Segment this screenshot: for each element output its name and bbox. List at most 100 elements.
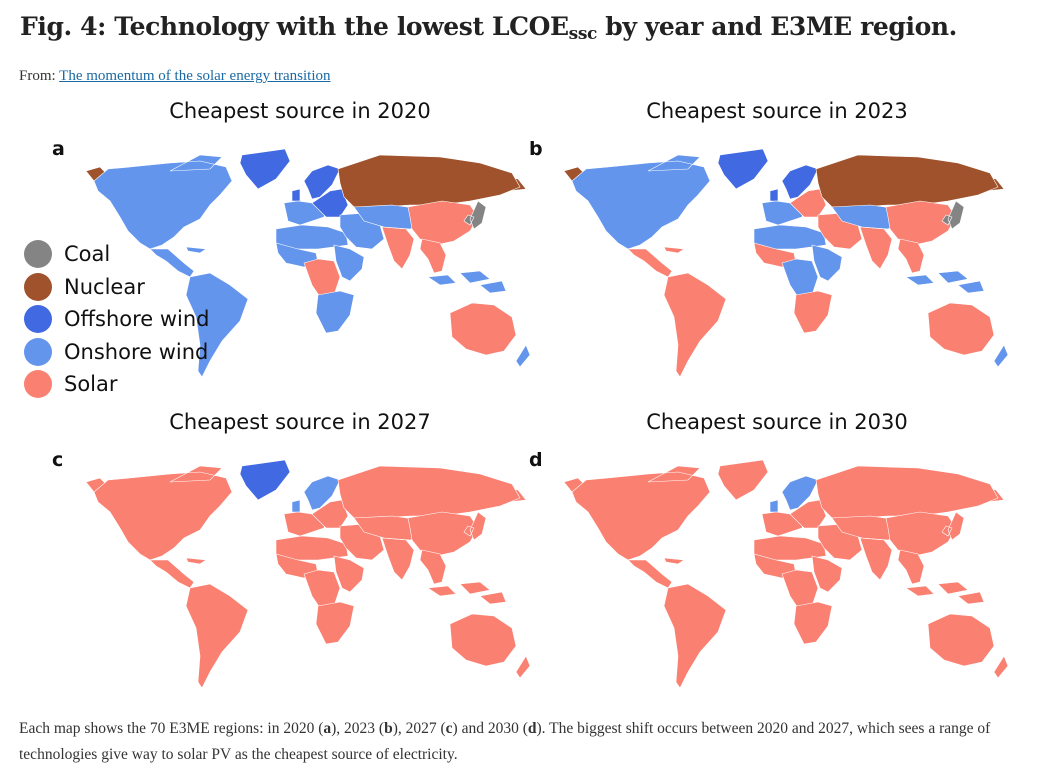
legend-item-nuclear: Nuclear: [24, 271, 264, 304]
region-russia: [337, 465, 521, 519]
region-japan-korea: [463, 200, 487, 230]
region-north-america: [571, 465, 711, 561]
onshore-wind-swatch: [24, 337, 52, 366]
region-eastern-europe: [311, 188, 349, 218]
region-east-africa: [811, 555, 843, 593]
solar-swatch: [24, 370, 52, 399]
region-eastern-europe: [789, 499, 827, 529]
caption-text-1: Each map shows the 70 E3ME regions: in 2…: [19, 720, 324, 737]
region-southeast-asia: [419, 549, 447, 585]
region-china: [885, 200, 957, 246]
legend-label-nuclear: Nuclear: [64, 274, 145, 299]
legend-label-offshore-wind: Offshore wind: [64, 307, 210, 332]
legend-item-solar: Solar: [24, 368, 264, 401]
region-southern-africa: [315, 601, 355, 645]
region-greenland: [239, 148, 291, 190]
region-eastern-europe: [311, 499, 349, 529]
legend-item-coal: Coal: [24, 238, 264, 271]
region-south-america: [663, 272, 727, 378]
region-central-africa: [303, 569, 341, 609]
region-greenland: [717, 459, 769, 501]
region-japan-korea: [941, 200, 965, 230]
legend-item-onshore-wind: Onshore wind: [24, 336, 264, 369]
region-south-america: [663, 583, 727, 689]
region-south-america: [185, 272, 249, 378]
nuclear-swatch: [24, 272, 52, 301]
caption-text-5: ). The biggest shift occurs between 2020…: [19, 720, 991, 763]
region-north-africa: [753, 224, 827, 250]
region-indonesia: [427, 581, 507, 605]
caption-text-2: ), 2023 (: [331, 720, 385, 737]
region-central-america: [627, 557, 685, 589]
region-east-africa: [333, 244, 365, 282]
region-western-europe: [283, 200, 327, 226]
region-east-africa: [333, 555, 365, 593]
map-2023: [563, 148, 1008, 378]
region-southern-africa: [315, 290, 355, 334]
region-southern-africa: [793, 290, 833, 334]
region-china: [407, 200, 479, 246]
region-central-africa: [781, 569, 819, 609]
region-central-america: [627, 246, 685, 278]
legend-label-solar: Solar: [64, 372, 118, 397]
panel-a-letter: a: [52, 138, 65, 160]
region-south-america: [185, 583, 249, 689]
region-southeast-asia: [419, 238, 447, 274]
figure-title-main: Fig. 4: Technology with the lowest LCOE: [20, 12, 569, 41]
region-south-asia: [859, 537, 893, 581]
figure-title: Fig. 4: Technology with the lowest LCOEs…: [20, 12, 957, 44]
region-greenland: [717, 148, 769, 190]
caption-text-3: ), 2027 (: [392, 720, 446, 737]
figure-caption: Each map shows the 70 E3ME regions: in 2…: [19, 716, 1049, 768]
legend-label-onshore-wind: Onshore wind: [64, 339, 209, 364]
region-east-africa: [811, 244, 843, 282]
region-north-america: [571, 154, 711, 250]
region-australia: [927, 613, 995, 667]
map-2027: [85, 459, 530, 689]
caption-ref-d: d: [527, 720, 537, 737]
region-north-america: [93, 465, 233, 561]
region-australia: [449, 613, 517, 667]
figure-title-tail: by year and E3ME region.: [596, 12, 957, 41]
region-australia: [449, 302, 517, 356]
region-western-europe: [761, 200, 805, 226]
region-north-africa: [753, 535, 827, 561]
panel-c-title: Cheapest source in 2027: [169, 410, 431, 434]
region-central-africa: [781, 258, 819, 298]
offshore-wind-swatch: [24, 305, 52, 334]
panel-b-letter: b: [529, 138, 543, 160]
region-russia: [815, 154, 999, 208]
region-greenland: [239, 459, 291, 501]
figure-title-subscript: ssc: [568, 24, 598, 44]
region-japan-korea: [941, 511, 965, 541]
region-russia: [815, 465, 999, 519]
map-2020: [85, 148, 530, 378]
caption-ref-c: c: [445, 720, 453, 737]
region-china: [885, 511, 957, 557]
coal-swatch: [24, 240, 52, 269]
region-australia: [927, 302, 995, 356]
region-southeast-asia: [897, 238, 925, 274]
panel-b-title: Cheapest source in 2023: [646, 99, 908, 123]
map-2030: [563, 459, 1008, 689]
panel-a-title: Cheapest source in 2020: [169, 99, 431, 123]
region-indonesia: [905, 270, 985, 294]
region-western-europe: [761, 511, 805, 537]
region-new-zealand: [515, 344, 530, 368]
region-new-zealand: [515, 655, 530, 679]
region-russia: [337, 154, 521, 208]
source-article-link[interactable]: The momentum of the solar energy transit…: [59, 68, 331, 84]
region-indonesia: [427, 270, 507, 294]
legend-item-offshore-wind: Offshore wind: [24, 303, 264, 336]
region-southeast-asia: [897, 549, 925, 585]
caption-ref-b: b: [384, 720, 393, 737]
region-new-zealand: [993, 344, 1008, 368]
region-western-europe: [283, 511, 327, 537]
legend: Coal Nuclear Offshore wind Onshore wind …: [24, 238, 264, 401]
legend-label-coal: Coal: [64, 242, 111, 267]
region-indonesia: [905, 581, 985, 605]
region-north-africa: [275, 535, 349, 561]
caption-text-4: ) and 2030 (: [452, 720, 528, 737]
region-south-asia: [381, 226, 415, 270]
panel-d-title: Cheapest source in 2030: [646, 410, 908, 434]
